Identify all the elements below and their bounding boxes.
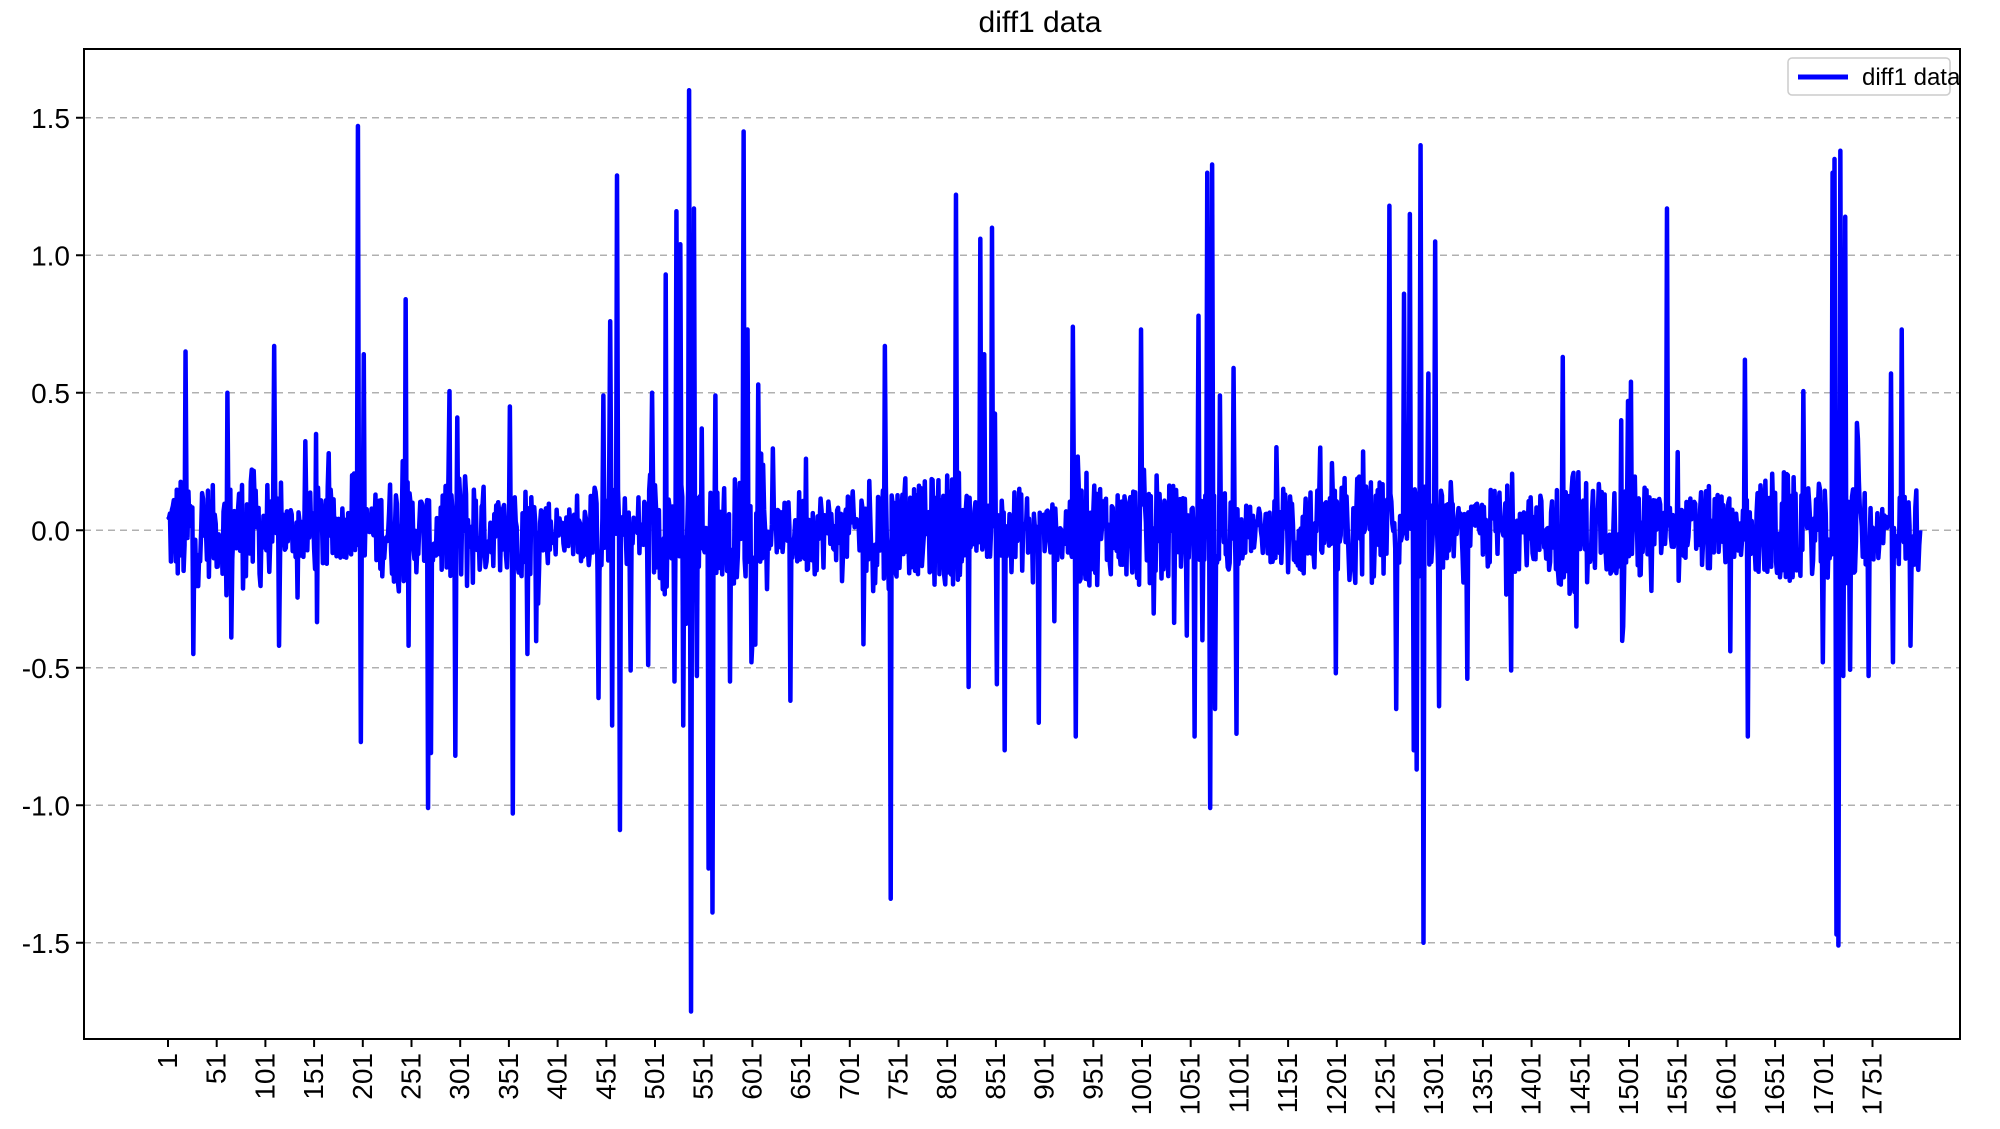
x-tick-label: 751 [883, 1053, 914, 1100]
x-tick-label: 501 [639, 1053, 670, 1100]
y-tick-label: 0.5 [31, 378, 70, 409]
legend-label: diff1 data [1862, 64, 1961, 91]
chart-title: diff1 data [979, 6, 1102, 39]
x-tick-label: 101 [249, 1053, 280, 1100]
series-layer [166, 88, 1923, 1014]
x-tick-label: 1301 [1418, 1053, 1449, 1115]
x-tick-label: 251 [396, 1053, 427, 1100]
x-tick-label: 1001 [1126, 1053, 1157, 1115]
x-tick-label: 901 [1029, 1053, 1060, 1100]
x-tick-label: 151 [298, 1053, 329, 1100]
y-tick-label: -1.0 [22, 790, 70, 821]
legend-box [1787, 57, 1951, 96]
x-tick-label: 1501 [1613, 1053, 1644, 1115]
x-tick-label: 601 [736, 1053, 767, 1100]
x-tick-label: 1101 [1223, 1053, 1254, 1113]
x-tick-label: 951 [1077, 1053, 1108, 1100]
x-tick-label: 701 [834, 1053, 865, 1100]
x-tick-label: 1551 [1662, 1053, 1693, 1115]
x-tick-label: 801 [931, 1053, 962, 1100]
x-tick-label: 1351 [1467, 1053, 1498, 1115]
y-tick-label: 0.0 [31, 515, 70, 546]
x-tick-label: 1251 [1370, 1053, 1401, 1115]
y-tick-label: 1.0 [31, 240, 70, 271]
legend: diff1 data [1787, 57, 1961, 96]
x-tick-label: 851 [980, 1053, 1011, 1100]
y-tick-label: -1.5 [22, 928, 70, 959]
x-tick-label: 201 [347, 1053, 378, 1100]
x-tick-label: 1051 [1175, 1053, 1206, 1115]
x-axis-ticks: 1 51 101 151 201 251 301 351 401 451 501 551 601 651 7… [152, 1039, 1888, 1115]
x-tick-label: 401 [542, 1053, 573, 1100]
x-tick-label: 1 [152, 1053, 183, 1069]
series-line-diff1-data [166, 88, 1923, 1014]
x-tick-label: 1151 [1272, 1053, 1303, 1113]
y-tick-label: -0.5 [22, 653, 70, 684]
x-tick-label: 351 [493, 1053, 524, 1100]
x-tick-label: 51 [201, 1053, 232, 1084]
x-tick-label: 1451 [1564, 1053, 1595, 1115]
x-tick-label: 1401 [1516, 1053, 1547, 1115]
x-tick-label: 1601 [1710, 1053, 1741, 1115]
y-axis-ticks: -1.5 -1.0 -0.5 0.0 0.5 1.0 1.5 [22, 103, 84, 959]
x-tick-label: 551 [688, 1053, 719, 1100]
x-tick-label: 1701 [1808, 1053, 1839, 1115]
x-tick-label: 451 [590, 1053, 621, 1100]
x-tick-label: 1201 [1321, 1053, 1352, 1115]
y-tick-label: 1.5 [31, 103, 70, 134]
x-tick-label: 1751 [1857, 1053, 1888, 1115]
x-tick-label: 301 [444, 1053, 475, 1100]
x-tick-label: 651 [785, 1053, 816, 1100]
plot-frame [83, 48, 1961, 1040]
x-tick-label: 1651 [1759, 1053, 1790, 1115]
